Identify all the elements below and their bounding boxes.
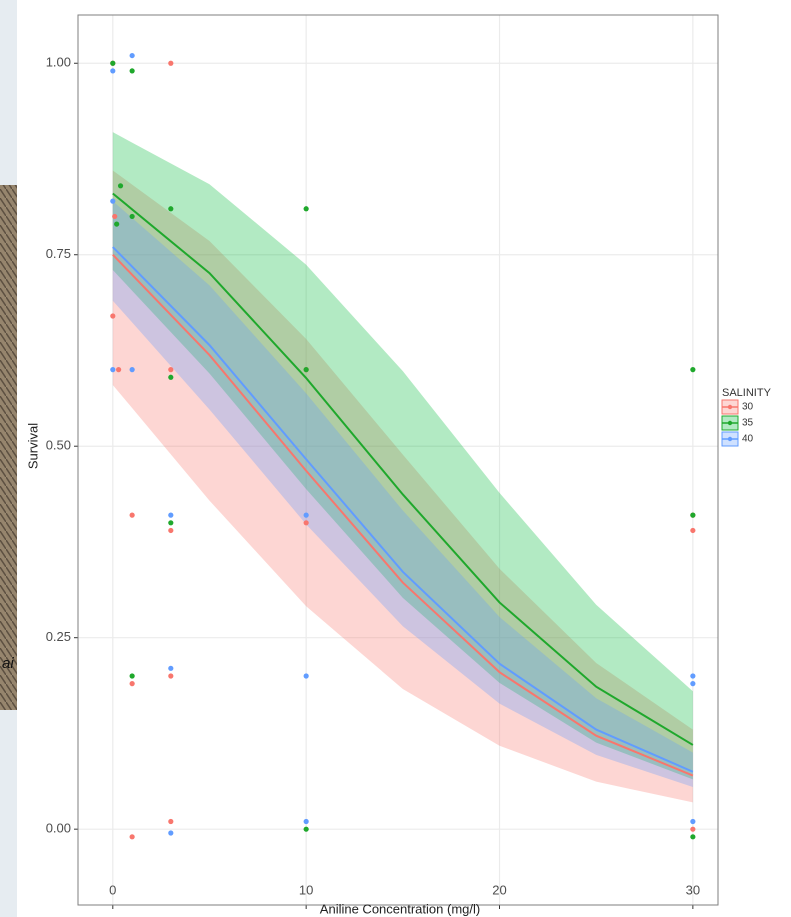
- data-point: [129, 681, 135, 687]
- fit-line: [112, 254, 694, 777]
- data-point: [129, 512, 135, 518]
- legend-key-point: [727, 420, 733, 426]
- legend-key-point: [727, 404, 733, 410]
- x-axis-title: Aniline Concentration (mg/l): [320, 901, 480, 916]
- data-point: [110, 313, 116, 319]
- data-point: [112, 213, 118, 220]
- data-point: [303, 512, 309, 518]
- data-point: [114, 221, 120, 227]
- y-tick-label: 1.00: [46, 55, 71, 70]
- data-point: [168, 367, 174, 373]
- fit-line: [112, 246, 694, 773]
- data-point: [690, 834, 696, 840]
- data-point: [129, 367, 135, 373]
- background-photo-texture: [0, 185, 17, 710]
- data-point: [690, 673, 696, 679]
- data-point: [168, 512, 174, 518]
- legend-label: 40: [742, 434, 754, 445]
- confidence-ribbon: [112, 132, 693, 780]
- data-point: [168, 830, 174, 836]
- data-point: [129, 834, 135, 840]
- data-point: [129, 52, 135, 59]
- data-point: [116, 367, 122, 373]
- chart: 0.00 0.25 0.50 0.75 1.00 0 10 20 30: [46, 14, 719, 909]
- data-point: [110, 367, 116, 373]
- confidence-ribbon: [112, 201, 693, 788]
- data-point: [690, 818, 696, 825]
- fit-line: [112, 192, 694, 746]
- data-point: [303, 826, 309, 832]
- legend-title: SALINITY: [722, 387, 772, 399]
- data-point: [110, 68, 116, 74]
- data-point: [303, 673, 309, 679]
- data-point: [117, 183, 124, 189]
- data-point: [690, 527, 696, 534]
- y-tick-label: 0.75: [46, 246, 71, 261]
- data-point: [690, 512, 696, 518]
- plot-border: [77, 14, 719, 906]
- data-point: [690, 681, 696, 687]
- legend-key-point: [727, 436, 733, 442]
- y-tick-label: 0.50: [46, 438, 71, 453]
- background-text-fragment: ai: [2, 655, 14, 672]
- legend-label: 35: [742, 418, 754, 429]
- data-point: [168, 527, 174, 534]
- data-point: [129, 68, 135, 74]
- data-point: [690, 367, 696, 373]
- data-point: [129, 213, 135, 220]
- data-point: [303, 818, 309, 825]
- data-point: [168, 818, 174, 825]
- data-point: [110, 198, 116, 204]
- data-point: [168, 520, 174, 526]
- plot-panel: [78, 15, 718, 905]
- x-tick-label: 30: [686, 882, 700, 897]
- x-tick-label: 10: [299, 882, 313, 897]
- data-point: [168, 60, 174, 66]
- data-point: [168, 374, 174, 380]
- x-tick-label: 20: [492, 882, 506, 897]
- data-point: [168, 673, 174, 679]
- y-tick-label: 0.00: [46, 821, 71, 836]
- data-point: [129, 673, 135, 679]
- y-tick-label: 0.25: [46, 629, 71, 644]
- data-point: [690, 826, 696, 832]
- y-axis-title: Survival: [25, 423, 40, 469]
- legend-label: 30: [742, 402, 754, 413]
- data-point: [168, 206, 174, 212]
- data-point: [303, 367, 309, 373]
- data-point: [303, 520, 309, 526]
- data-point: [168, 665, 174, 671]
- data-point: [303, 206, 309, 212]
- x-tick-label: 0: [109, 882, 116, 897]
- data-point: [110, 60, 116, 66]
